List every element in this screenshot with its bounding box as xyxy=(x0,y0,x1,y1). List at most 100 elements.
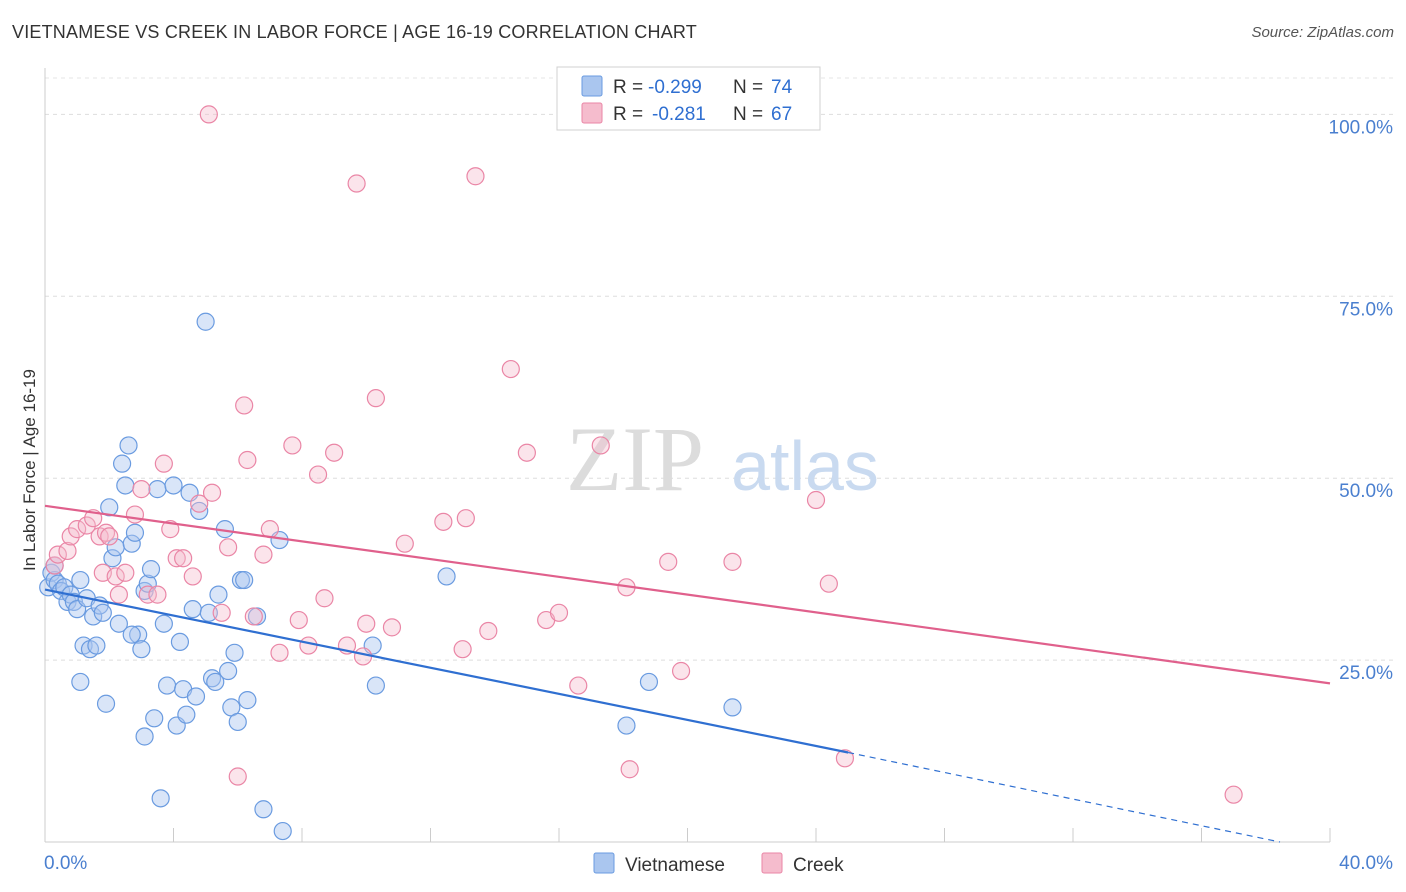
data-point-creek xyxy=(48,545,67,564)
data-point-creek xyxy=(58,541,77,561)
legend-n-value-1: 74 xyxy=(771,77,793,98)
legend-swatch-vietnamese xyxy=(581,75,603,97)
watermark: ZIP atlas xyxy=(566,408,879,510)
data-point-vietnamese xyxy=(71,672,90,692)
legend-r-value-2: -0.281 xyxy=(652,104,706,125)
data-point-vietnamese xyxy=(199,603,218,622)
data-point-vietnamese xyxy=(109,614,128,633)
y-tick-label: 50.0% xyxy=(1339,481,1393,502)
data-point-creek xyxy=(77,516,96,535)
data-point-vietnamese xyxy=(228,712,247,732)
x-tick-label: 0.0% xyxy=(44,853,87,874)
data-point-creek xyxy=(283,436,302,455)
data-point-creek xyxy=(517,443,536,462)
y-tick-label: 25.0% xyxy=(1339,663,1393,684)
data-point-creek xyxy=(357,614,376,633)
data-point-creek xyxy=(68,520,87,539)
data-point-vietnamese xyxy=(93,603,112,622)
data-point-vietnamese xyxy=(183,600,202,619)
data-point-vietnamese xyxy=(103,549,122,568)
data-point-vietnamese xyxy=(122,625,141,644)
legend-bottom-swatch-creek xyxy=(761,852,783,874)
data-point-creek xyxy=(591,436,610,455)
legend-stats: R = -0.299 N = 74 R = -0.281 N = 67 xyxy=(556,66,821,131)
data-point-creek xyxy=(620,760,639,779)
data-point-vietnamese xyxy=(141,560,161,579)
data-point-creek xyxy=(244,607,263,626)
data-point-creek xyxy=(289,610,308,630)
y-tick-label: 75.0% xyxy=(1339,299,1393,320)
data-point-creek xyxy=(549,603,569,622)
watermark-atlas: atlas xyxy=(731,427,879,505)
trend-line-creek xyxy=(44,504,1331,685)
data-point-creek xyxy=(199,105,218,124)
data-point-vietnamese xyxy=(254,800,273,819)
data-point-creek xyxy=(109,585,128,604)
data-point-creek xyxy=(325,443,344,462)
legend-n-label-1: N = xyxy=(733,77,763,98)
data-point-vietnamese xyxy=(219,661,238,681)
data-point-vietnamese xyxy=(225,643,244,662)
data-point-creek xyxy=(228,767,247,786)
data-point-creek xyxy=(183,567,202,586)
data-point-vietnamese xyxy=(209,585,228,604)
watermark-zip: ZIP xyxy=(566,408,704,510)
data-point-creek xyxy=(315,589,334,608)
trend-line-vietnamese-extension xyxy=(848,751,1281,843)
data-point-vietnamese xyxy=(617,716,636,735)
axes xyxy=(44,68,1331,843)
data-point-creek xyxy=(466,167,485,186)
data-point-creek xyxy=(382,618,402,637)
data-point-creek xyxy=(1224,785,1243,804)
data-point-creek xyxy=(835,749,855,768)
x-tick-label: 40.0% xyxy=(1339,853,1393,874)
data-point-creek xyxy=(501,359,520,379)
y-axis-label: In Labor Force | Age 16-19 xyxy=(20,369,39,571)
data-point-vietnamese xyxy=(723,698,742,717)
data-point-vietnamese xyxy=(112,454,132,473)
data-point-vietnamese xyxy=(116,476,135,495)
legend-bottom-label-vietnamese: Vietnamese xyxy=(625,855,725,876)
data-point-vietnamese xyxy=(129,625,148,644)
data-point-vietnamese xyxy=(157,676,177,695)
data-point-creek xyxy=(569,676,588,695)
legend-series: Vietnamese Creek xyxy=(593,852,844,876)
data-point-creek xyxy=(347,174,366,193)
data-point-vietnamese xyxy=(186,687,206,706)
trend-line-vietnamese xyxy=(44,588,849,754)
data-point-creek xyxy=(254,545,273,564)
data-point-creek xyxy=(819,574,838,593)
data-point-creek xyxy=(659,552,678,571)
data-point-creek xyxy=(456,509,475,528)
data-point-vietnamese xyxy=(71,570,90,590)
data-point-creek xyxy=(219,538,238,557)
legend-swatch-creek xyxy=(581,102,603,124)
data-point-vietnamese xyxy=(639,672,659,692)
legend-bottom-swatch-vietnamese xyxy=(593,852,615,874)
data-point-vietnamese xyxy=(122,534,141,553)
data-point-creek xyxy=(434,512,453,531)
data-point-vietnamese xyxy=(164,476,183,495)
data-point-creek xyxy=(235,396,254,415)
data-point-creek xyxy=(161,520,180,539)
data-point-creek xyxy=(45,556,64,575)
data-point-creek xyxy=(100,527,119,546)
data-point-creek xyxy=(167,549,186,568)
data-point-creek xyxy=(106,567,125,586)
data-point-creek xyxy=(723,552,742,571)
data-point-vietnamese xyxy=(366,676,385,695)
data-point-creek xyxy=(299,636,318,655)
legend-n-label-2: N = xyxy=(733,104,763,125)
data-point-creek xyxy=(238,450,257,470)
data-point-creek xyxy=(116,563,135,582)
data-point-creek xyxy=(806,490,826,510)
data-point-vietnamese xyxy=(87,636,106,655)
data-point-vietnamese xyxy=(119,436,138,455)
legend-r-label-2: R = xyxy=(613,104,643,125)
data-point-vietnamese xyxy=(177,705,196,724)
data-point-creek xyxy=(148,585,167,604)
data-point-vietnamese xyxy=(235,570,254,590)
trend-lines xyxy=(44,504,1331,843)
data-point-vietnamese xyxy=(125,523,145,542)
